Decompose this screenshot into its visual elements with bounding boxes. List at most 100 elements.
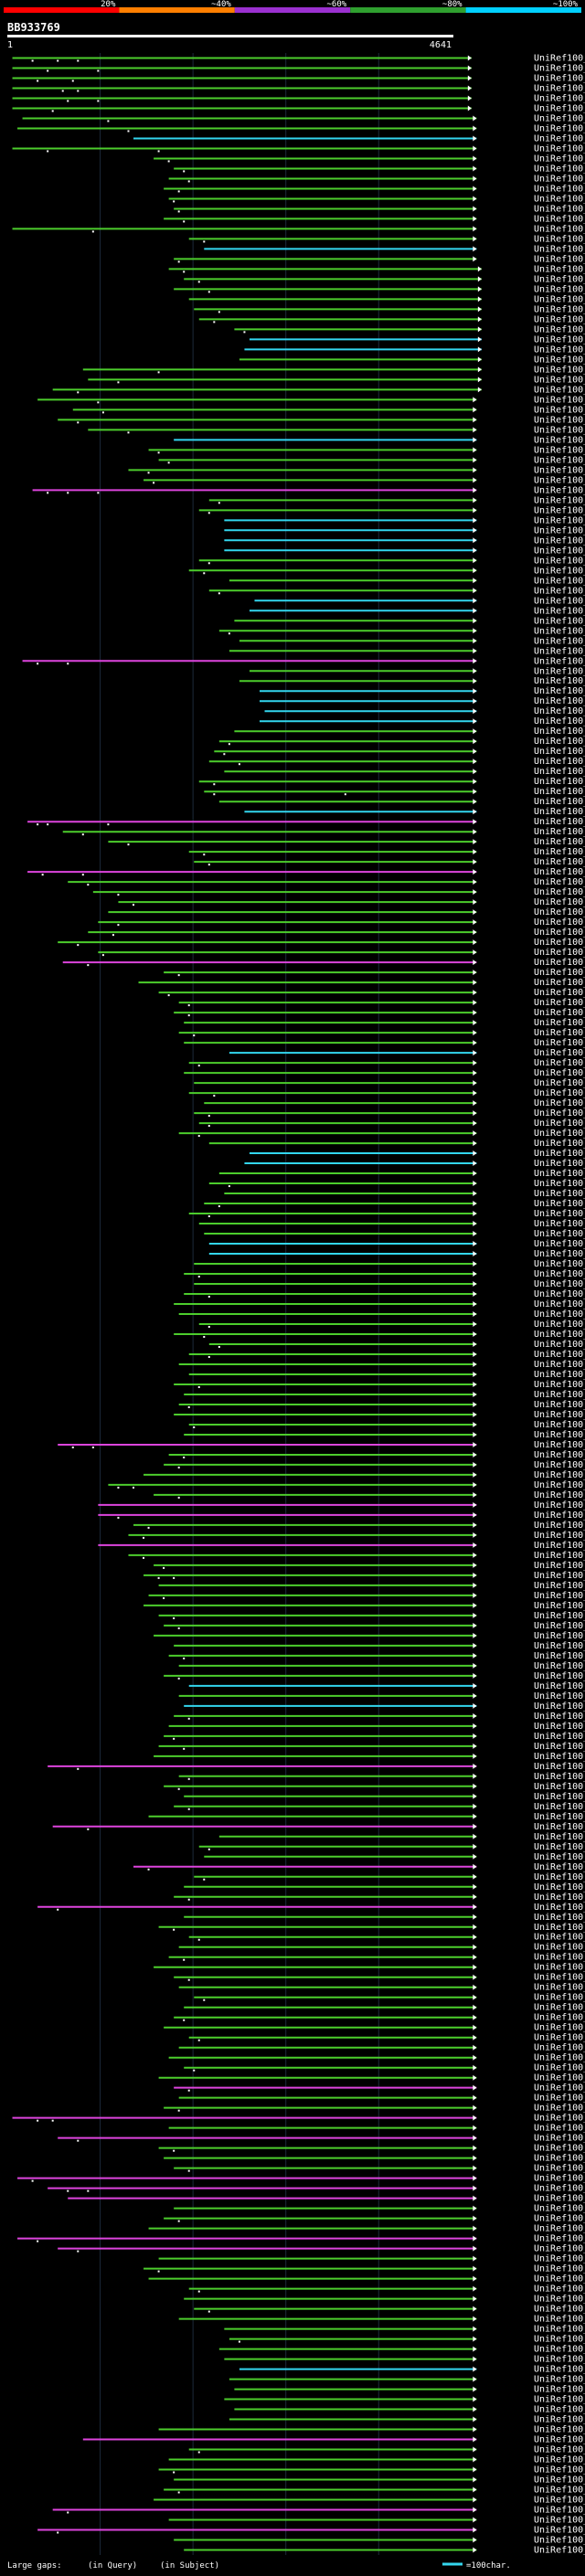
- hit-row[interactable]: UniRef100_Q8RGF0: [158, 2425, 585, 2435]
- hit-row[interactable]: UniRef100_C6T495: [58, 1440, 585, 1450]
- hit-label[interactable]: UniRef100_A3BU22: [534, 837, 585, 847]
- hit-row[interactable]: UniRef100_B6SEQ4: [224, 546, 585, 556]
- hit-row[interactable]: UniRef100_Q67XK7: [184, 1390, 585, 1400]
- hit-label[interactable]: UniRef100_Q7XAB2: [534, 1209, 585, 1219]
- hit-row[interactable]: UniRef100_UP1000...: [158, 2144, 585, 2154]
- hit-row[interactable]: UniRef100_Q5GWA2: [82, 2435, 585, 2445]
- hit-row[interactable]: UniRef100_Q9LYU3: [260, 716, 585, 726]
- hit-label[interactable]: UniRef100_C6T449: [534, 1913, 585, 1923]
- hit-row[interactable]: UniRef100_B9H7U8: [12, 103, 585, 113]
- hit-row[interactable]: UniRef100_Q8GTE5: [178, 1129, 585, 1139]
- hit-label[interactable]: UniRef100_C4J4G2: [534, 2284, 585, 2295]
- hit-row[interactable]: UniRef100_A3CFB1: [174, 284, 585, 294]
- hit-label[interactable]: UniRef100_Q6AL96: [534, 1872, 585, 1882]
- hit-label[interactable]: UniRef100_Q6EN68: [534, 2174, 585, 2184]
- hit-row[interactable]: UniRef100_A9S058: [208, 1249, 585, 1259]
- hit-row[interactable]: UniRef100_P93007: [208, 495, 585, 505]
- hit-row[interactable]: UniRef100_Q9LFS7: [27, 867, 585, 877]
- hit-row[interactable]: UniRef100_B9HJ39: [229, 1048, 585, 1058]
- hit-label[interactable]: UniRef100_A2X1K6: [534, 1822, 585, 1832]
- hit-label[interactable]: UniRef100_C5X5S1: [534, 2033, 585, 2043]
- hit-label[interactable]: UniRef100_Q5GWA2: [534, 2435, 585, 2445]
- hit-label[interactable]: UniRef100_Q6Z7P9: [534, 1360, 585, 1370]
- hit-label[interactable]: UniRef100_A9NWS1: [534, 2335, 585, 2345]
- hit-row[interactable]: UniRef100_B9MSM6: [174, 164, 585, 174]
- hit-label[interactable]: UniRef100_P93007: [534, 495, 585, 505]
- hit-label[interactable]: UniRef100_Q6H613: [534, 2164, 585, 2174]
- hit-row[interactable]: UniRef100_B6SGY3: [188, 294, 585, 304]
- hit-label[interactable]: UniRef100_Q7XAUB: [534, 1551, 585, 1561]
- hit-label[interactable]: UniRef100_B9T3F1: [534, 184, 585, 194]
- hit-label[interactable]: UniRef100_B9I5M9: [534, 706, 585, 716]
- hit-label[interactable]: UniRef100_Q2PEZ6: [534, 1219, 585, 1229]
- hit-row[interactable]: UniRef100_B9SD62: [234, 616, 585, 626]
- hit-label[interactable]: UniRef100_C5YG59: [534, 737, 585, 747]
- hit-row[interactable]: UniRef100_B6TMM1: [194, 2305, 585, 2315]
- hit-row[interactable]: UniRef100_A7P9J2: [260, 696, 585, 706]
- hit-label[interactable]: UniRef100_B4FQB2: [534, 1923, 585, 1933]
- hit-label[interactable]: UniRef100_A9SD92: [534, 948, 585, 958]
- hit-row[interactable]: UniRef100_Q9FRR9: [188, 1420, 585, 1430]
- hit-label[interactable]: UniRef100_A2Q8A8: [534, 1541, 585, 1551]
- hit-label[interactable]: UniRef100_C5T1R3: [534, 1671, 585, 1681]
- hit-label[interactable]: UniRef100_B9GMT9: [534, 626, 585, 636]
- hit-label[interactable]: UniRef100_B6SQD8: [534, 1068, 585, 1078]
- hit-label[interactable]: UniRef100_A7P6C1: [534, 1591, 585, 1601]
- hit-label[interactable]: UniRef100_B9GT85: [534, 73, 585, 83]
- hit-row[interactable]: UniRef100_A2X1K6: [52, 1822, 585, 1832]
- hit-row[interactable]: UniRef100_UP1000...: [12, 93, 585, 103]
- hit-label[interactable]: UniRef100_Q8L6P9: [534, 1943, 585, 1953]
- hit-label[interactable]: UniRef100_B8BPS2: [534, 535, 585, 546]
- hit-label[interactable]: UniRef100_Q01J12: [534, 1511, 585, 1521]
- hit-label[interactable]: UniRef100_B6SEQ4: [534, 546, 585, 556]
- hit-row[interactable]: UniRef100_A2ZBV7: [82, 365, 585, 375]
- hit-label[interactable]: UniRef100_Q6WX38: [534, 2385, 585, 2395]
- hit-row[interactable]: UniRef100_B6SEE4: [194, 1078, 585, 1088]
- hit-label[interactable]: UniRef100_A5BDJ3: [534, 666, 585, 676]
- hit-label[interactable]: UniRef100_B8MQ39: [534, 1320, 585, 1330]
- hit-row[interactable]: UniRef100_C6TB44: [154, 1963, 585, 1973]
- hit-row[interactable]: UniRef100_Q6WX38: [234, 2385, 585, 2395]
- hit-label[interactable]: UniRef100_C5XU48: [534, 907, 585, 917]
- hit-row[interactable]: UniRef100_B6U743: [204, 1229, 585, 1239]
- hit-row[interactable]: UniRef100_Q304Y5: [178, 998, 585, 1008]
- hit-label[interactable]: UniRef100_UP1000...: [534, 93, 585, 103]
- hit-label[interactable]: UniRef100_Q9FEL0: [534, 747, 585, 757]
- hit-label[interactable]: UniRef100_B6SUF2: [534, 334, 585, 345]
- hit-row[interactable]: UniRef100_B9H0F3: [22, 656, 585, 666]
- hit-row[interactable]: UniRef100_Q6FTEC: [229, 2375, 585, 2385]
- hit-label[interactable]: UniRef100_Q5VKH5: [534, 274, 585, 284]
- hit-row[interactable]: UniRef100_A7BKD1: [144, 1470, 585, 1480]
- hit-row[interactable]: UniRef100_C6TDN1: [37, 395, 585, 405]
- hit-row[interactable]: UniRef100_C5XU48: [108, 907, 585, 917]
- hit-row[interactable]: UniRef100_A9SD92: [98, 948, 585, 958]
- hit-label[interactable]: UniRef100_B4FQK2: [534, 345, 585, 355]
- hit-row[interactable]: UniRef100_A7QF25: [218, 1832, 585, 1842]
- hit-label[interactable]: UniRef100_B4FDY9: [534, 1430, 585, 1440]
- hit-row[interactable]: UniRef100_A5BWH0: [164, 1732, 585, 1742]
- hit-row[interactable]: UniRef100_B4FQK2: [244, 345, 585, 355]
- hit-row[interactable]: UniRef100_A9Q9Q0: [37, 2526, 585, 2536]
- hit-row[interactable]: UniRef100_A7PH37: [72, 405, 585, 415]
- hit-row[interactable]: UniRef100_Q0E0J3: [188, 566, 585, 576]
- hit-label[interactable]: UniRef100_UP1000...: [534, 1712, 585, 1722]
- hit-row[interactable]: UniRef100_Q59J76: [158, 1611, 585, 1621]
- hit-label[interactable]: UniRef100_Q59J76: [534, 1611, 585, 1621]
- hit-row[interactable]: UniRef100_Q9LUM4: [174, 1299, 585, 1309]
- hit-label[interactable]: UniRef100_Q7Y0D6: [534, 2154, 585, 2164]
- hit-label[interactable]: UniRef100_C5XE21: [534, 1521, 585, 1531]
- hit-row[interactable]: UniRef100_B6SPJ9: [154, 154, 585, 164]
- hit-row[interactable]: UniRef100_Q6Q055: [184, 1269, 585, 1279]
- hit-label[interactable]: UniRef100_Q7XUT6: [534, 556, 585, 566]
- hit-row[interactable]: UniRef100_Q7XAB2: [188, 1209, 585, 1219]
- hit-row[interactable]: UniRef100_B6SM57: [174, 1641, 585, 1651]
- hit-label[interactable]: UniRef100_B3IC38: [534, 2415, 585, 2425]
- hit-label[interactable]: UniRef100_B9HJ39: [534, 1048, 585, 1058]
- hit-label[interactable]: UniRef100_A7BKD1: [534, 1470, 585, 1480]
- hit-row[interactable]: UniRef100_A2YP77: [58, 2244, 585, 2254]
- hit-row[interactable]: UniRef100_C5X5B3: [188, 847, 585, 857]
- hit-row[interactable]: UniRef100_Q5EE94: [158, 988, 585, 998]
- hit-label[interactable]: UniRef100_Q304Y5: [534, 998, 585, 1008]
- hit-row[interactable]: UniRef100_Q5HFV3: [48, 1762, 585, 1772]
- hit-label[interactable]: UniRef100_A9P286: [534, 445, 585, 455]
